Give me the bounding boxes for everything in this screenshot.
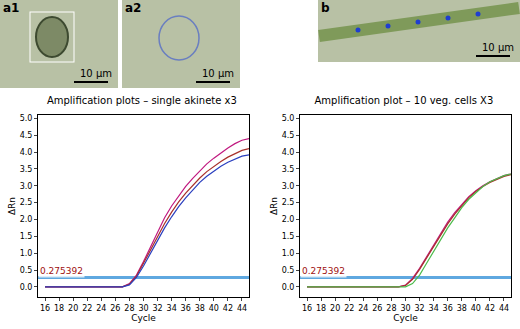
- html-text:b: b: [321, 1, 330, 15]
- svg-text:34: 34: [167, 304, 177, 313]
- svg-text:42: 42: [485, 304, 495, 313]
- svg-text:22: 22: [82, 304, 92, 313]
- svg-text:28: 28: [386, 304, 396, 313]
- svg-text:ΔRn: ΔRn: [7, 197, 17, 215]
- svg-text:4.0: 4.0: [282, 148, 295, 157]
- svg-text:30: 30: [138, 304, 148, 313]
- svg-text:2.0: 2.0: [282, 215, 295, 224]
- svg-text:22: 22: [344, 304, 354, 313]
- svg-text:Amplification plot – 10 veg. c: Amplification plot – 10 veg. cells X3: [315, 95, 494, 106]
- svg-text:30: 30: [400, 304, 410, 313]
- svg-text:24: 24: [96, 304, 106, 313]
- svg-text:28: 28: [124, 304, 134, 313]
- svg-text:18: 18: [316, 304, 326, 313]
- svg-text:42: 42: [223, 304, 233, 313]
- svg-text:2.5: 2.5: [282, 198, 295, 207]
- html-text:a1: a1: [3, 1, 20, 15]
- svg-text:18: 18: [54, 304, 64, 313]
- svg-text:40: 40: [209, 304, 219, 313]
- svg-text:0.5: 0.5: [20, 266, 33, 275]
- svg-text:3.5: 3.5: [20, 165, 33, 174]
- svg-text:3.0: 3.0: [20, 182, 33, 191]
- svg-text:3.0: 3.0: [282, 182, 295, 191]
- svg-text:26: 26: [110, 304, 120, 313]
- svg-text:34: 34: [429, 304, 439, 313]
- svg-text:4.5: 4.5: [282, 131, 295, 140]
- svg-text:44: 44: [237, 304, 247, 313]
- svg-text:36: 36: [443, 304, 453, 313]
- svg-text:Amplification plots – single a: Amplification plots – single akinete x3: [47, 95, 237, 106]
- svg-text:0.275392: 0.275392: [302, 266, 345, 276]
- svg-text:4.5: 4.5: [20, 131, 33, 140]
- svg-text:26: 26: [372, 304, 382, 313]
- svg-text:1.5: 1.5: [20, 232, 33, 241]
- svg-text:40: 40: [471, 304, 481, 313]
- svg-text:38: 38: [195, 304, 205, 313]
- svg-text:0.275392: 0.275392: [40, 266, 83, 276]
- svg-text:20: 20: [68, 304, 78, 313]
- svg-text:1.0: 1.0: [20, 249, 33, 258]
- svg-text:16: 16: [302, 304, 312, 313]
- svg-text:24: 24: [358, 304, 368, 313]
- html-text:10 μm: 10 μm: [202, 68, 234, 79]
- html-text:10 μm: 10 μm: [80, 68, 112, 79]
- svg-text:0.0: 0.0: [282, 283, 295, 292]
- svg-text:32: 32: [152, 304, 162, 313]
- svg-text:44: 44: [499, 304, 509, 313]
- html-text:10 μm: 10 μm: [482, 42, 514, 53]
- svg-text:3.5: 3.5: [282, 165, 295, 174]
- svg-text:1.0: 1.0: [282, 249, 295, 258]
- svg-text:38: 38: [457, 304, 467, 313]
- svg-text:16: 16: [40, 304, 50, 313]
- svg-text:36: 36: [181, 304, 191, 313]
- svg-text:4.0: 4.0: [20, 148, 33, 157]
- svg-text:2.5: 2.5: [20, 198, 33, 207]
- svg-text:1.5: 1.5: [282, 232, 295, 241]
- svg-text:0.0: 0.0: [20, 283, 33, 292]
- svg-text:Cycle: Cycle: [393, 313, 418, 323]
- svg-text:2.0: 2.0: [20, 215, 33, 224]
- svg-text:Cycle: Cycle: [131, 313, 156, 323]
- svg-text:5.0: 5.0: [282, 114, 295, 123]
- svg-text:0.5: 0.5: [282, 266, 295, 275]
- svg-text:5.0: 5.0: [20, 114, 33, 123]
- svg-text:20: 20: [330, 304, 340, 313]
- svg-text:ΔRn: ΔRn: [269, 197, 279, 215]
- html-text:a2: a2: [125, 1, 142, 15]
- svg-text:32: 32: [414, 304, 424, 313]
